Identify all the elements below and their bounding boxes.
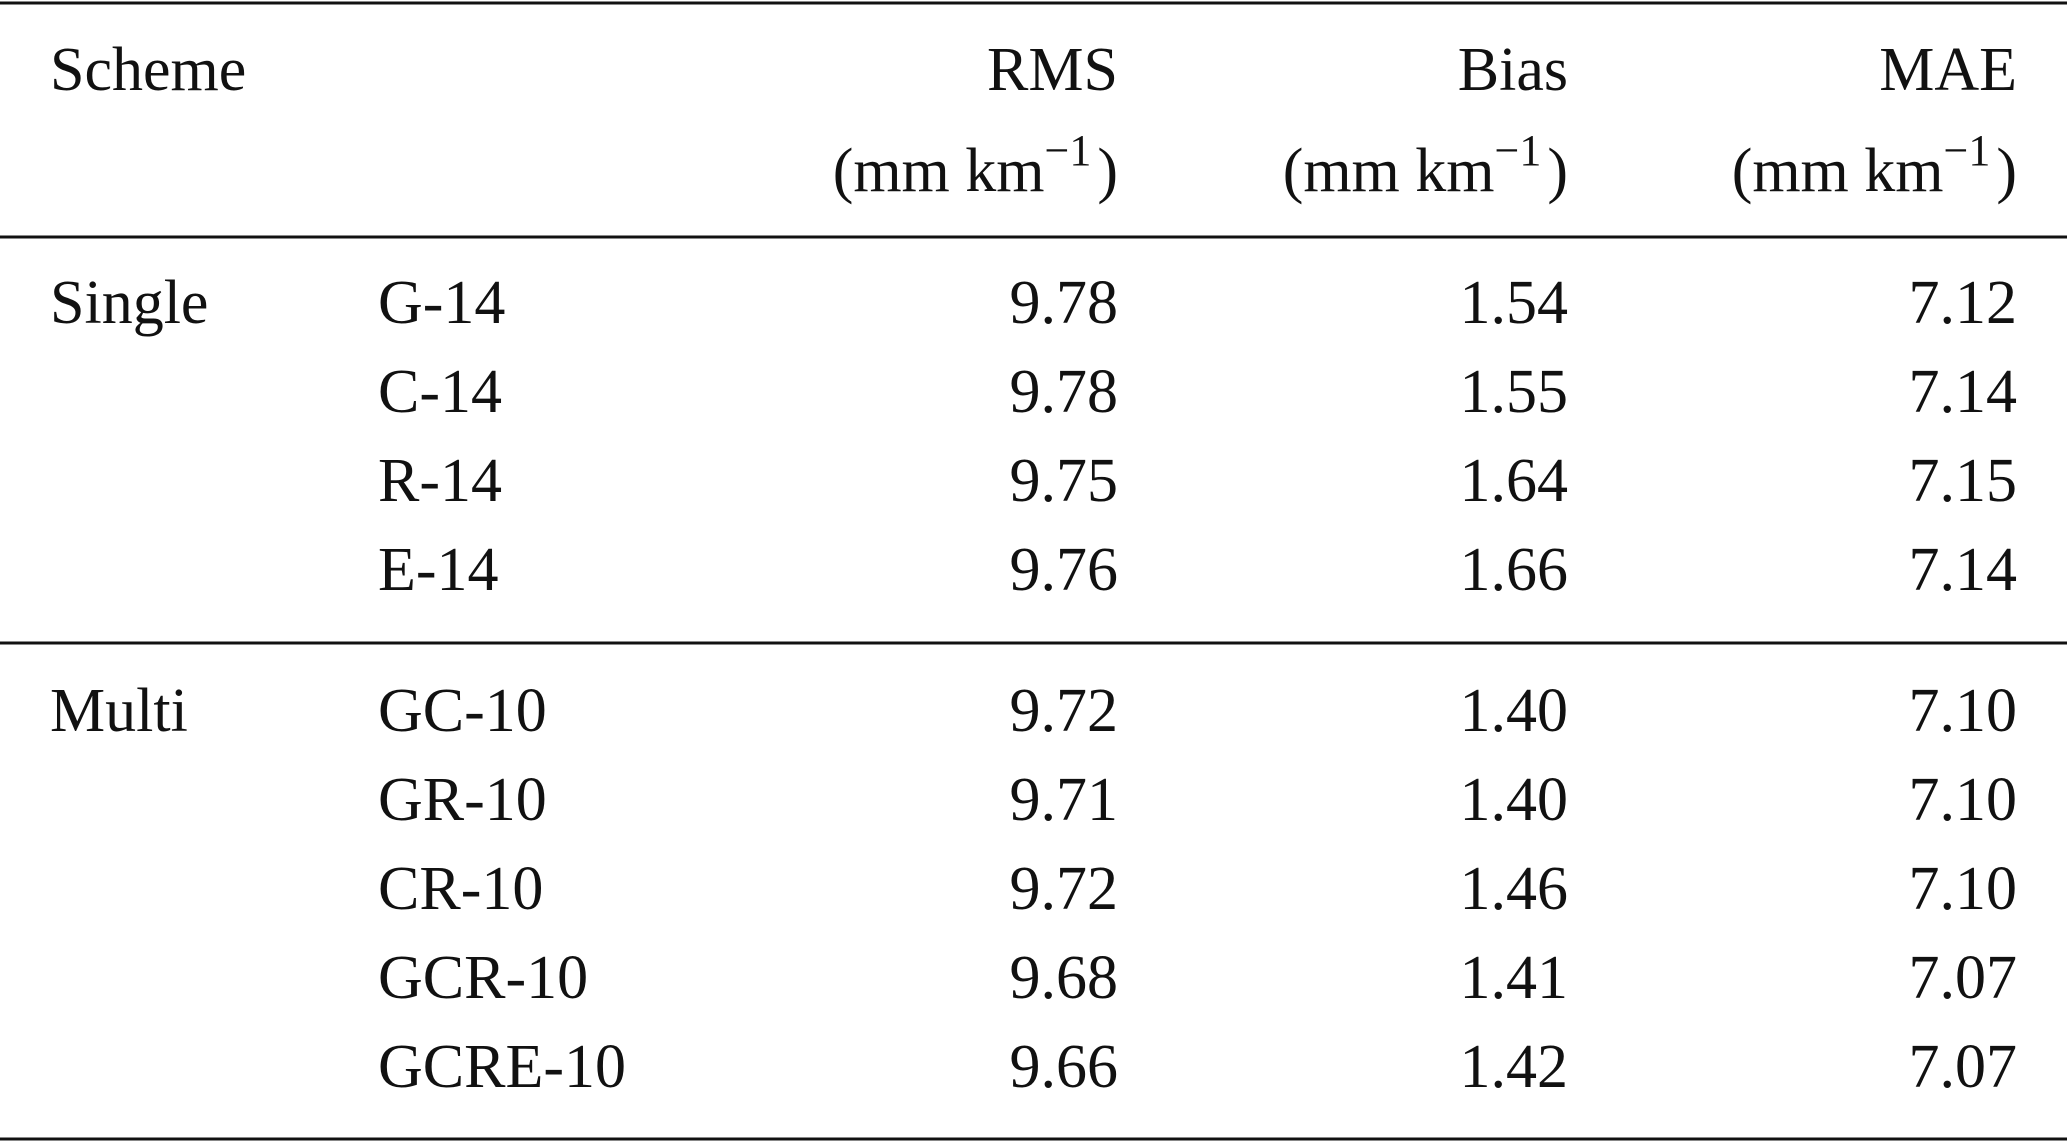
group-name: Multi [50,677,188,745]
model-name: R-14 [378,447,502,515]
value-cell: 7.15 [1909,447,2018,515]
model-name: C-14 [378,358,502,426]
unit-base: (mm km [1283,137,1495,205]
header-unit: (mm km−1) [833,126,1118,205]
model-name: CR-10 [378,855,543,923]
unit-close: ) [1547,137,1568,205]
unit-close: ) [1996,137,2017,205]
model-name: E-14 [378,536,499,604]
model-name: GCR-10 [378,944,588,1012]
value-cell: 1.54 [1460,269,1569,337]
header-cell: RMS [987,36,1118,104]
value-cell: 9.68 [1010,944,1119,1012]
value-cell: 1.42 [1460,1033,1569,1101]
header-unit: (mm km−1) [1283,126,1568,205]
group-name: Single [50,269,208,337]
value-cell: 1.41 [1460,944,1569,1012]
value-cell: 7.14 [1909,358,2018,426]
value-cell: 9.75 [1010,447,1119,515]
header-cell: Scheme [50,36,246,104]
unit-base: (mm km [833,137,1045,205]
value-cell: 7.12 [1909,269,2018,337]
value-cell: 9.71 [1010,766,1119,834]
value-cell: 1.64 [1460,447,1569,515]
model-name: G-14 [378,269,505,337]
value-cell: 9.72 [1010,855,1119,923]
value-cell: 1.55 [1460,358,1569,426]
value-cell: 7.10 [1909,766,2018,834]
value-cell: 7.14 [1909,536,2018,604]
value-cell: 9.78 [1010,358,1119,426]
value-cell: 7.10 [1909,677,2018,745]
value-cell: 9.78 [1010,269,1119,337]
value-cell: 9.66 [1010,1033,1119,1101]
value-cell: 7.07 [1909,1033,2018,1101]
value-cell: 9.72 [1010,677,1119,745]
header-cell: MAE [1879,36,2017,104]
value-cell: 1.46 [1460,855,1569,923]
value-cell: 1.40 [1460,766,1569,834]
model-name: GCRE-10 [378,1033,626,1101]
value-cell: 7.07 [1909,944,2018,1012]
unit-exponent: −1 [1045,126,1092,175]
unit-exponent: −1 [1944,126,1991,175]
header-cell: Bias [1458,36,1568,104]
value-cell: 7.10 [1909,855,2018,923]
unit-base: (mm km [1732,137,1944,205]
header-unit: (mm km−1) [1732,126,2017,205]
value-cell: 9.76 [1010,536,1119,604]
model-name: GC-10 [378,677,547,745]
value-cell: 1.66 [1460,536,1569,604]
value-cell: 1.40 [1460,677,1569,745]
unit-close: ) [1097,137,1118,205]
model-name: GR-10 [378,766,547,834]
unit-exponent: −1 [1495,126,1542,175]
